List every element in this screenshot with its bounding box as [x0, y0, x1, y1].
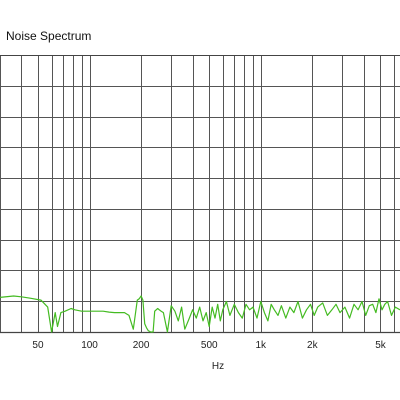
x-tick-label: 100 — [81, 340, 98, 351]
x-axis-label: Hz — [212, 361, 224, 372]
chart-title: Noise Spectrum — [6, 29, 92, 43]
x-tick-label: 200 — [133, 340, 150, 351]
series-line-1 — [0, 295, 400, 333]
x-tick-label: 500 — [201, 340, 218, 351]
x-tick-label: 5k — [375, 340, 387, 351]
x-tick-label: 2k — [307, 340, 319, 351]
x-tick-labels: 50 100 200 500 1k 2k 5k — [32, 340, 386, 351]
plot-frame — [0, 55, 400, 334]
x-tick-label: 1k — [256, 340, 268, 351]
grid-lines — [0, 55, 400, 332]
series-layer — [0, 295, 400, 333]
x-tick-label: 50 — [32, 340, 44, 351]
